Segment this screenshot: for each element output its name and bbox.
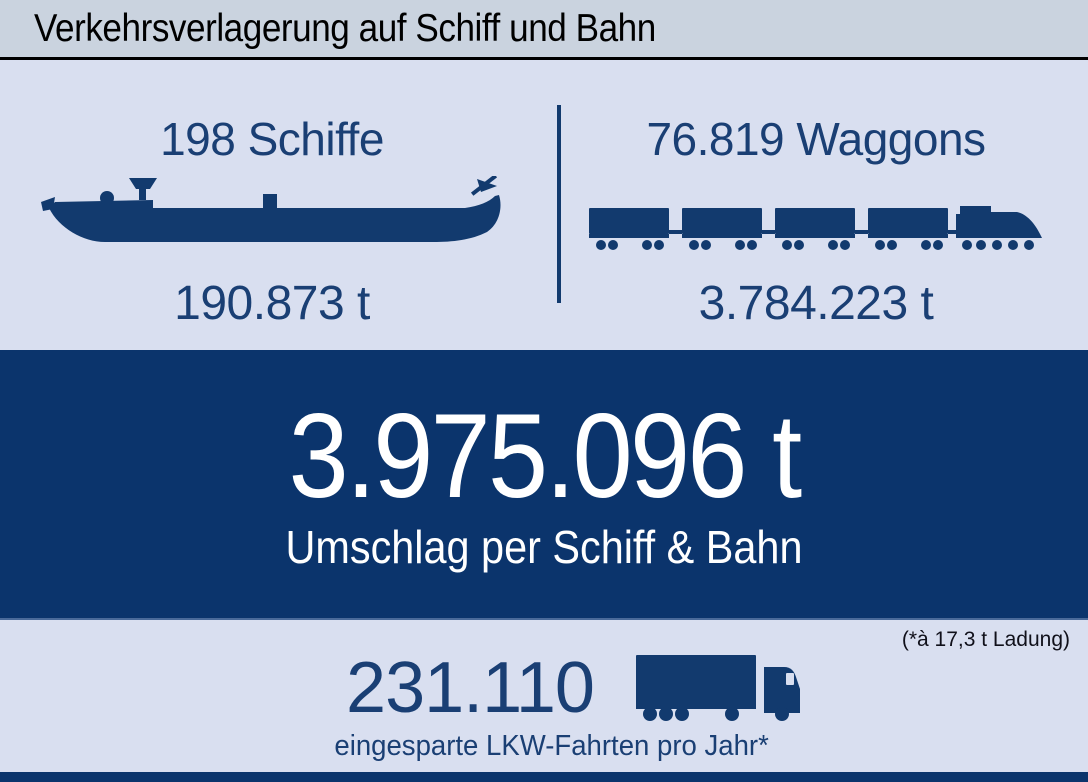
ship-count-label: 198 Schiffe	[160, 113, 384, 165]
vertical-divider	[557, 105, 561, 303]
ship-icon	[37, 176, 507, 252]
rail-column: 76.819 Waggons	[544, 60, 1088, 350]
ship-column: 198 Schiffe 190.873 t	[0, 60, 544, 350]
truck-icon	[634, 653, 806, 723]
bottom-accent-bar	[0, 772, 1088, 782]
saved-trips-value: 231.110	[346, 648, 595, 728]
saved-trips-caption: eingesparte LKW-Fahrten pro Jahr*	[334, 730, 769, 762]
wagon-tonnage-label: 3.784.223 t	[698, 277, 934, 330]
train-icon	[588, 204, 1044, 252]
header: Verkehrsverlagerung auf Schiff und Bahn	[0, 0, 1088, 60]
total-band: 3.975.096 t Umschlag per Schiff & Bahn	[0, 350, 1088, 620]
total-tonnage-caption: Umschlag per Schiff & Bahn	[285, 521, 803, 573]
truck-row: 231.110	[0, 620, 1088, 724]
ship-tonnage-label: 190.873 t	[174, 277, 370, 330]
total-tonnage-value: 3.975.096 t	[288, 389, 802, 523]
truck-section: (*à 17,3 t Ladung) 231.110 eingespart	[0, 620, 1088, 772]
modal-split-section: 198 Schiffe 190.873 t 76.8	[0, 60, 1088, 350]
page-title: Verkehrsverlagerung auf Schiff und Bahn	[34, 6, 656, 50]
wagon-count-label: 76.819 Waggons	[646, 113, 986, 165]
footnote-label: (*à 17,3 t Ladung)	[901, 628, 1070, 651]
